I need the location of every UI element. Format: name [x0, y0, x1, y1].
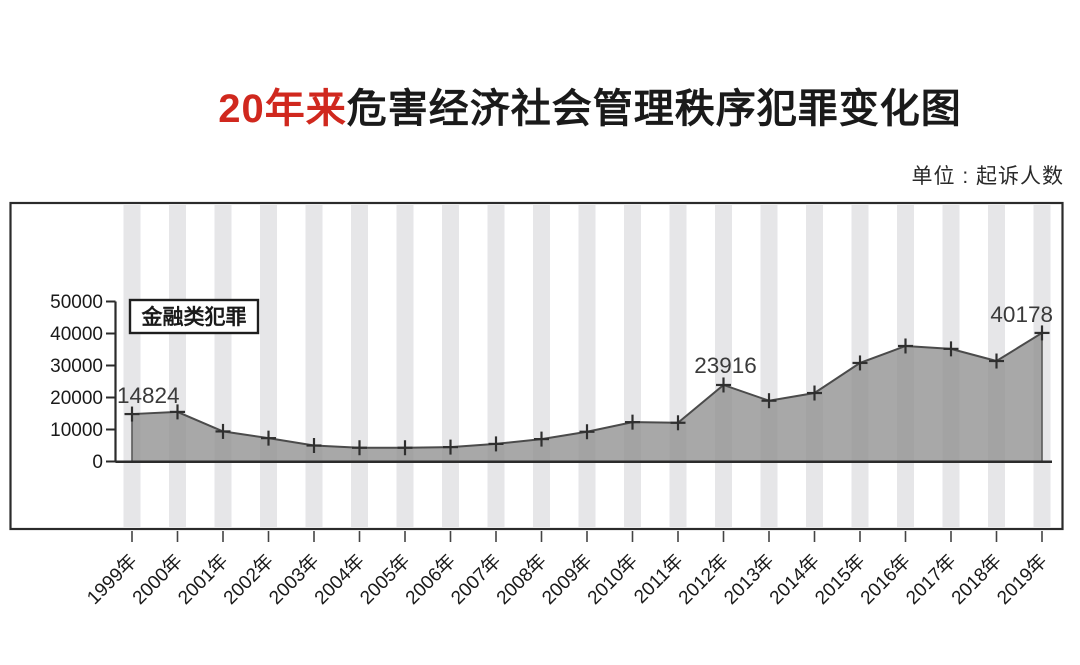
x-label-2016年: 2016年 — [856, 550, 915, 609]
data-labels: 14824 23916 40178 — [117, 302, 1053, 408]
x-label-2010年: 2010年 — [583, 550, 642, 609]
marker-2002年 — [261, 430, 276, 446]
x-label-2000年: 2000年 — [128, 550, 187, 609]
value-label-2012年: 23916 — [694, 353, 757, 378]
y-tick-label-40000: 40000 — [50, 324, 103, 345]
marker-2015年 — [852, 355, 868, 371]
stripe-2011年 — [669, 205, 687, 527]
x-label-2001年: 2001年 — [174, 550, 233, 609]
y-tick-label-20000: 20000 — [50, 388, 103, 409]
title-rest: 危害经济社会管理秩序犯罪变化图 — [346, 87, 962, 131]
x-label-2007年: 2007年 — [447, 550, 506, 609]
marker-2018年 — [989, 353, 1004, 369]
stripe-2013年 — [760, 205, 778, 527]
x-label-2014年: 2014年 — [765, 550, 824, 609]
stripe-2008年 — [533, 205, 550, 527]
stripe-2004年 — [351, 205, 368, 527]
x-label-2005年: 2005年 — [356, 550, 415, 609]
marker-2005年 — [397, 440, 413, 456]
x-label-2008年: 2008年 — [492, 550, 551, 609]
x-label-2018年: 2018年 — [947, 550, 1006, 609]
series-area — [132, 332, 1042, 462]
y-tick-label-30000: 30000 — [50, 356, 103, 377]
marker-2011年 — [670, 415, 686, 431]
y-tick-label-0: 0 — [92, 452, 103, 473]
stripe-2001年 — [214, 205, 232, 527]
marker-2016年 — [898, 338, 913, 354]
marker-2004年 — [352, 440, 367, 456]
y-axis: 0 10000 20000 30000 40000 50000 — [50, 292, 117, 473]
marker-2001年 — [215, 423, 231, 439]
x-label-2012年: 2012年 — [674, 550, 733, 609]
x-label-2004年: 2004年 — [310, 550, 369, 609]
stripe-2007年 — [487, 205, 505, 527]
marker-2009年 — [579, 424, 595, 440]
x-label-2003年: 2003年 — [265, 550, 324, 609]
marker-2000年 — [170, 404, 185, 420]
stripe-2014年 — [806, 205, 823, 527]
marker-2019年 — [1034, 325, 1050, 341]
legend-box — [128, 298, 260, 335]
stripe-2003年 — [305, 205, 323, 527]
marker-2007年 — [488, 436, 504, 452]
x-label-2015年: 2015年 — [811, 550, 870, 609]
legend-label: 金融类犯罪 — [141, 305, 247, 329]
unit-label: 单位 : 起诉人数 — [911, 165, 1064, 188]
x-label-2017年: 2017年 — [902, 550, 961, 609]
stripe-2000年 — [169, 205, 186, 527]
stripe-2006年 — [442, 205, 459, 527]
marker-2003年 — [306, 438, 322, 453]
marker-2017年 — [943, 341, 959, 357]
x-label-2009年: 2009年 — [538, 550, 597, 609]
stripe-2005年 — [396, 205, 414, 527]
value-label-1999年: 14824 — [117, 383, 180, 408]
plot-border — [9, 201, 1064, 531]
marker-1999年 — [124, 406, 140, 422]
marker-2006年 — [443, 439, 458, 455]
marker-2010年 — [625, 414, 640, 430]
title-highlight: 20年来 — [218, 87, 347, 131]
point-markers — [124, 325, 1050, 456]
x-label-1999年: 1999年 — [83, 550, 142, 609]
x-label-2013年: 2013年 — [720, 550, 779, 609]
value-label-2019年: 40178 — [990, 302, 1053, 327]
stripe-2010年 — [624, 205, 641, 527]
x-label-2002年: 2002年 — [219, 550, 278, 609]
page-title: 20年来危害经济社会管理秩序犯罪变化图 — [100, 76, 1080, 134]
marker-2008年 — [534, 431, 549, 447]
y-tick-label-10000: 10000 — [50, 420, 103, 441]
stripe-1999年 — [123, 205, 141, 527]
marker-2013年 — [761, 393, 777, 409]
y-tick-label-50000: 50000 — [50, 292, 103, 313]
x-label-2019年: 2019年 — [993, 550, 1052, 609]
stripe-2009年 — [578, 205, 596, 527]
marker-2012年 — [716, 377, 731, 393]
x-axis: 1999年2000年2001年2002年2003年2004年2005年2006年… — [83, 531, 1052, 609]
x-label-2006年: 2006年 — [401, 550, 460, 609]
stripe-2002年 — [260, 205, 277, 527]
marker-2014年 — [807, 385, 822, 401]
